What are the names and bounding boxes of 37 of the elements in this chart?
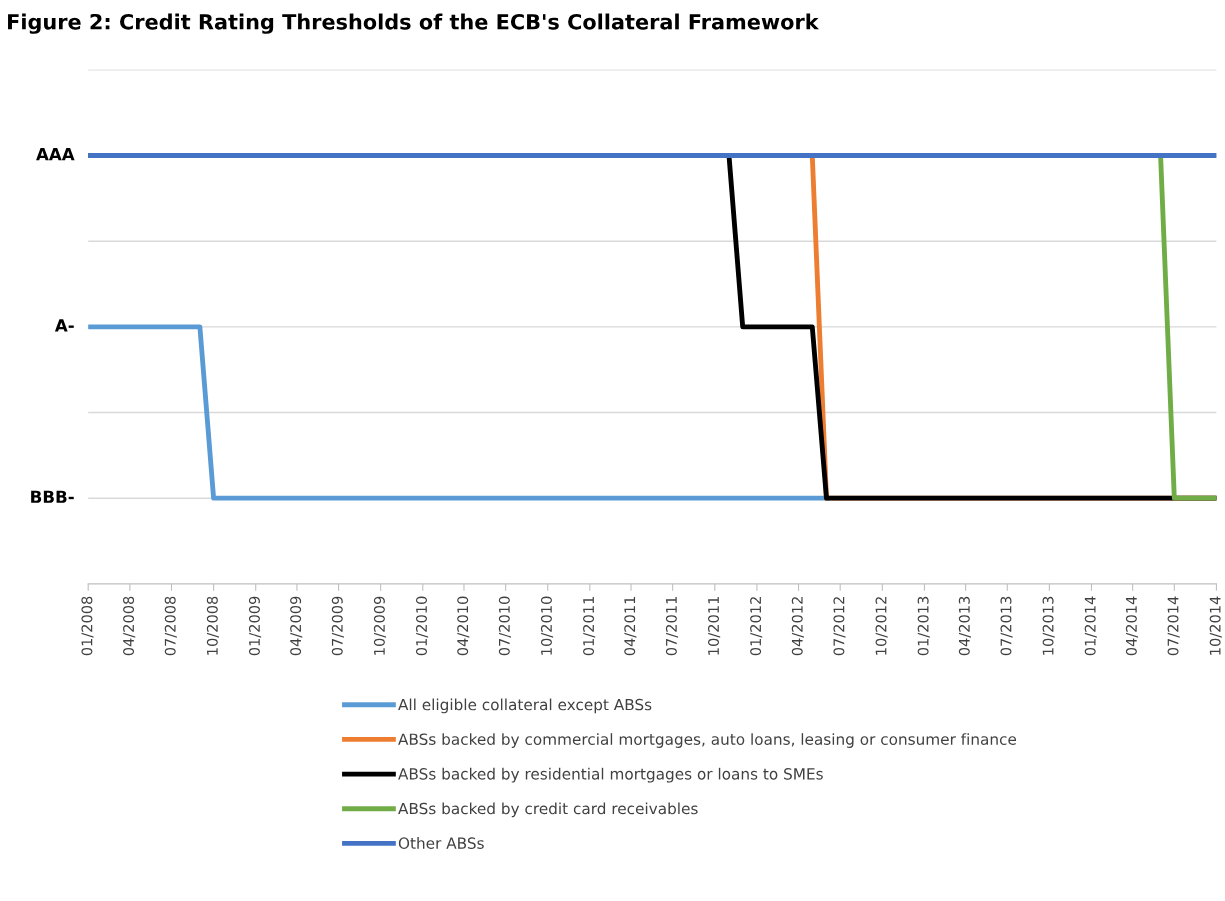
ref-line-label: A- — [54, 319, 74, 332]
x-tick-label: 01/2014 — [1084, 596, 1097, 656]
x-tick-label: 07/2013 — [1000, 596, 1013, 656]
x-tick-label: 07/2008 — [164, 596, 177, 656]
x-tick-label: 10/2014 — [1209, 596, 1222, 655]
x-tick-label: 07/2011 — [665, 597, 679, 656]
x-tick-label: 01/2010 — [415, 596, 429, 656]
x-tick-label: 04/2011 — [624, 597, 637, 656]
x-tick-label: 10/2012 — [875, 597, 888, 655]
legend-label: ABSs backed by commercial mortgages, auto loans, leasing or consumer finance — [398, 733, 1017, 748]
x-tick-label: 07/2010 — [498, 596, 511, 656]
x-tick-label: 04/2013 — [958, 596, 971, 656]
x-tick-label: 01/2011 — [583, 597, 596, 656]
x-tick-label: 04/2009 — [290, 596, 303, 656]
x-tick-label: 07/2009 — [331, 596, 344, 656]
ref-line-label: BBB- — [31, 490, 74, 503]
x-tick-label: 04/2008 — [123, 596, 136, 656]
x-tick-label: 07/2012 — [833, 597, 846, 656]
x-tick-label: 04/2012 — [791, 597, 804, 656]
legend-label: Other ABSs — [398, 837, 484, 849]
ref-line-label: AAA — [36, 148, 75, 161]
x-tick-label: 01/2008 — [81, 596, 94, 656]
x-tick-label: 01/2012 — [750, 597, 763, 656]
legend-label: ABSs backed by residential mortgages or loans to SMEs — [398, 767, 823, 783]
x-tick-label: 01/2013 — [917, 596, 930, 656]
x-tick-label: 10/2010 — [540, 596, 554, 655]
x-tick-label: 04/2010 — [457, 596, 470, 656]
x-tick-label: 10/2008 — [206, 596, 219, 655]
x-tick-label: 01/2009 — [248, 596, 262, 656]
x-tick-label: 10/2011 — [707, 597, 721, 655]
x-tick-label: 07/2014 — [1167, 596, 1180, 656]
x-tick-label: 10/2009 — [373, 596, 387, 655]
chart-title: Figure 2: Credit Rating Thresholds of the ECB's Collateral Framework — [8, 13, 819, 34]
x-tick-label: 04/2014 — [1125, 596, 1139, 656]
x-tick-label: 10/2013 — [1042, 596, 1055, 655]
legend-label: All eligible collateral except ABSs — [398, 698, 652, 714]
legend-label: ABSs backed by credit card receivables — [398, 802, 698, 818]
